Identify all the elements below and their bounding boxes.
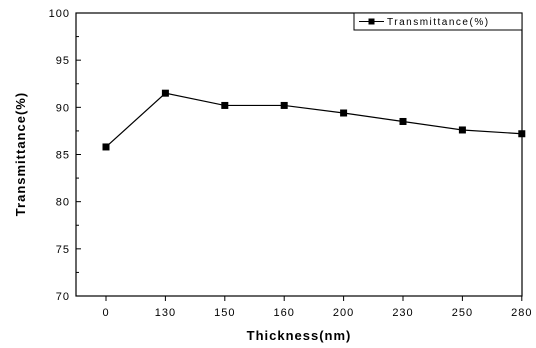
x-tick-label: 0 <box>102 307 109 319</box>
data-point <box>340 109 348 117</box>
data-point <box>280 101 288 109</box>
x-tick-label: 200 <box>333 307 354 319</box>
data-point <box>399 117 407 125</box>
x-tick-label: 160 <box>274 307 295 319</box>
x-tick-label: 150 <box>214 307 235 319</box>
data-point <box>458 126 466 134</box>
y-tick-label: 100 <box>49 8 70 20</box>
y-axis-title: Transmittance(%) <box>13 92 28 216</box>
y-tick-label: 70 <box>56 291 70 303</box>
data-point <box>161 89 169 97</box>
y-tick-label: 80 <box>56 197 70 209</box>
series-group <box>102 89 526 151</box>
series-line <box>105 92 522 148</box>
x-axis: 0 130 150 160 200 230 250 280 <box>102 296 532 319</box>
x-tick-label: 250 <box>452 307 473 319</box>
x-tick-label: 280 <box>511 307 532 319</box>
y-tick-label: 95 <box>56 55 70 67</box>
data-point <box>102 143 110 151</box>
legend-box <box>353 12 523 31</box>
x-tick-label: 230 <box>392 307 413 319</box>
legend-label: Transmittance(%) <box>387 17 490 28</box>
x-axis-title: Thickness(nm) <box>247 328 352 343</box>
data-point <box>221 101 229 109</box>
y-axis: 70 75 80 85 90 95 100 <box>49 8 81 303</box>
plot-frame <box>75 12 523 297</box>
data-point <box>518 130 526 138</box>
y-tick-label: 90 <box>56 102 70 114</box>
y-tick-label: 75 <box>56 244 70 256</box>
x-tick-label: 130 <box>155 307 176 319</box>
legend-marker <box>368 18 375 25</box>
legend: Transmittance(%) <box>353 12 523 31</box>
y-tick-label: 85 <box>56 150 70 162</box>
